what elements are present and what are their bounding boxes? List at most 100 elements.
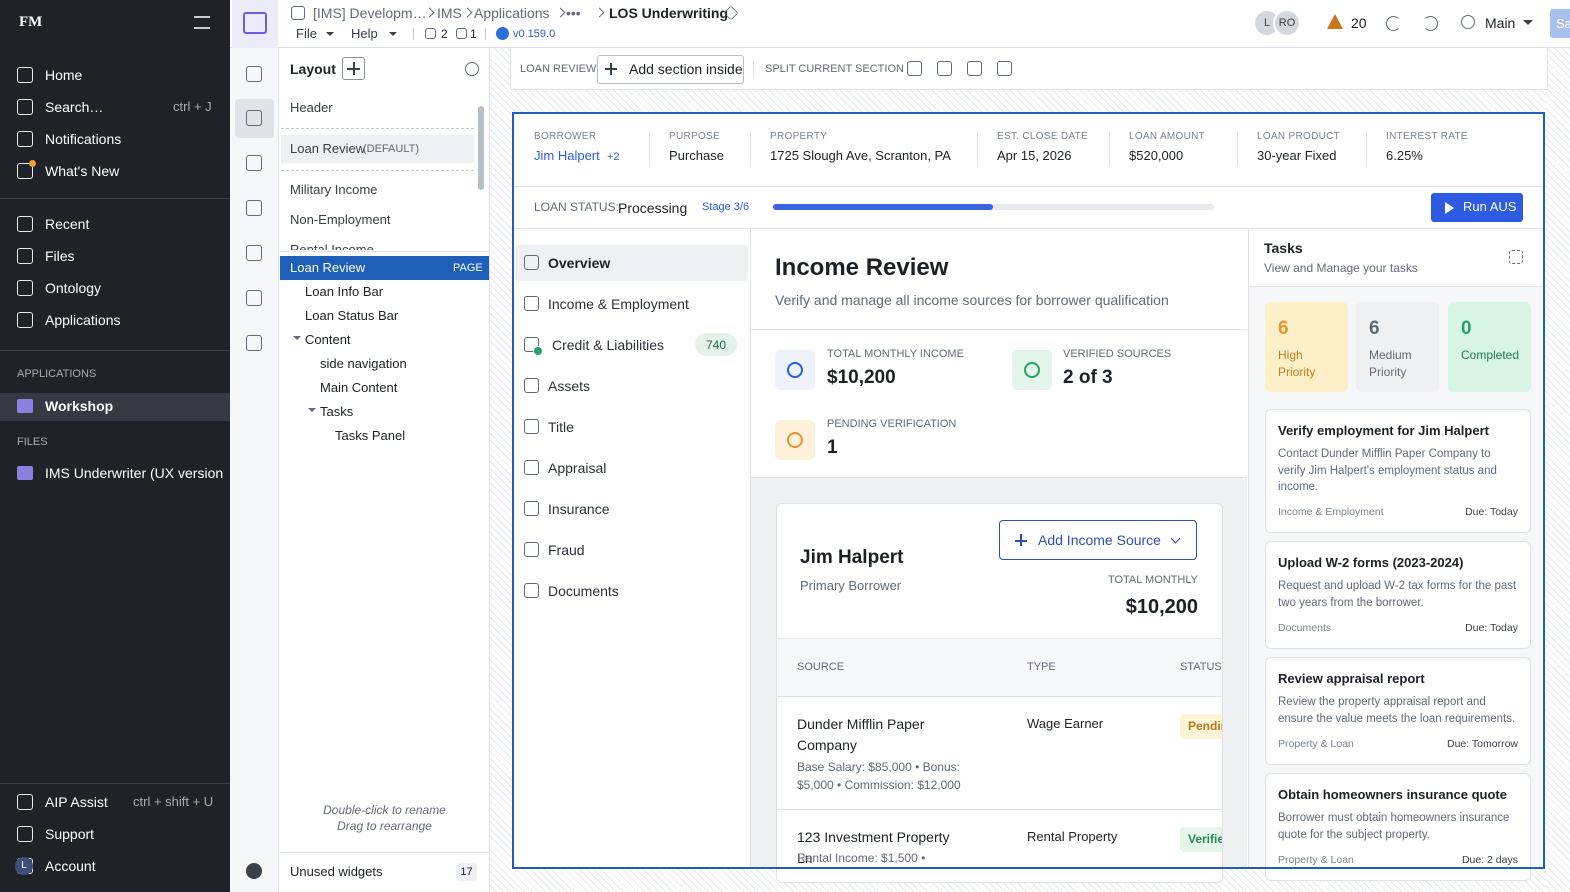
tree-item[interactable]: Main Content (320, 380, 398, 395)
icon (524, 337, 539, 352)
page-subtitle: Verify and manage all income sources for… (775, 292, 1169, 308)
icon (456, 28, 467, 39)
task-title: Obtain homeowners insurance quote (1278, 787, 1507, 802)
nav-item[interactable]: IMS Underwriter (UX version (45, 465, 224, 481)
nav-item[interactable]: What's New (45, 163, 120, 179)
toolbar-button[interactable] (597, 55, 744, 84)
add-button[interactable] (342, 57, 365, 80)
icon (1386, 16, 1401, 31)
breadcrumb[interactable]: Applications (474, 5, 550, 21)
side-nav-item[interactable]: Fraud (548, 542, 585, 558)
tree-item[interactable]: Loan Info Bar (305, 284, 384, 299)
icon (1423, 16, 1438, 31)
side-nav-item[interactable]: Income & Employment (548, 296, 689, 312)
caret (326, 32, 334, 40)
stat-label: TOTAL MONTHLY INCOME (827, 348, 964, 360)
branch[interactable]: Main (1485, 15, 1516, 31)
info-label: LOAN PRODUCT (1257, 131, 1341, 142)
page-row (280, 256, 489, 280)
icon (524, 542, 539, 557)
layout-section[interactable]: Header (290, 100, 333, 115)
task-category: Documents (1278, 622, 1332, 634)
tree-item[interactable]: side navigation (320, 356, 407, 371)
icon (291, 6, 305, 20)
menu[interactable]: File (296, 26, 317, 41)
tree-item[interactable]: Loan Review (290, 260, 366, 275)
side-nav-item[interactable]: Documents (548, 583, 619, 599)
count-card[interactable] (1448, 302, 1531, 392)
count-card[interactable] (1356, 302, 1439, 392)
unused-widgets[interactable]: Unused widgets (290, 864, 383, 879)
menu[interactable]: Help (351, 26, 378, 41)
tree-item[interactable]: Tasks (320, 404, 354, 419)
column-header: SOURCE (797, 661, 845, 673)
side-nav-item[interactable]: Assets (548, 378, 591, 394)
nav-item[interactable]: AIP Assist (45, 794, 108, 810)
count-card[interactable] (1265, 302, 1348, 392)
icon (17, 99, 33, 115)
collapse-icon[interactable] (194, 16, 210, 29)
icon (1461, 15, 1475, 29)
task-description: Contact Dunder Mifflin Paper Company to … (1278, 448, 1497, 493)
tree-item[interactable]: Tasks Panel (335, 428, 406, 443)
check (496, 27, 509, 40)
tree-caret (308, 408, 316, 416)
nav-item[interactable]: Search… (45, 99, 104, 115)
divider (280, 852, 489, 853)
nav-item[interactable]: Workshop (45, 398, 114, 414)
tree-item[interactable]: Loan Status Bar (305, 308, 399, 323)
sep (413, 28, 414, 40)
add-income-button[interactable] (999, 520, 1197, 560)
nav-item[interactable]: Support (45, 826, 95, 842)
side-nav-item[interactable]: Appraisal (548, 460, 607, 476)
divider (751, 329, 1247, 330)
task-description: Review the property appraisal report and… (1278, 696, 1516, 725)
tree-item[interactable]: Content (305, 332, 351, 347)
task-card[interactable] (1265, 409, 1531, 533)
type: Rental Property (1027, 829, 1118, 844)
nav-item[interactable]: Recent (45, 216, 90, 232)
info-label: INTEREST RATE (1386, 131, 1468, 142)
dashed-sep (281, 128, 474, 129)
task-card[interactable] (1265, 541, 1531, 649)
side-nav-item[interactable]: Credit & Liabilities (552, 337, 665, 353)
layout-section[interactable]: Rental Income (290, 242, 374, 257)
nav-item[interactable]: Applications (45, 312, 121, 328)
topbar (230, 0, 1570, 48)
version: v0.159.0 (513, 28, 556, 40)
borrower-name: Jim Halpert (800, 547, 904, 568)
stat: 2 (441, 27, 448, 41)
task-card[interactable] (1265, 657, 1531, 765)
icon (17, 216, 33, 232)
nav-item[interactable]: Files (45, 248, 75, 264)
breadcrumb[interactable]: [IMS] Developm… (313, 5, 427, 21)
count-label: Medium Priority (1369, 348, 1412, 379)
nav-badge (695, 333, 737, 356)
info-value[interactable]: Jim Halpert (534, 148, 600, 163)
nav-item[interactable]: Home (45, 67, 83, 83)
nav-item[interactable]: Notifications (45, 131, 122, 147)
task-card[interactable] (1265, 773, 1531, 881)
side-nav-item[interactable]: Insurance (548, 501, 610, 517)
side-nav-item[interactable]: Overview (548, 255, 611, 271)
info-value: Purchase (669, 148, 724, 163)
canvas-frame-edge (512, 112, 1545, 869)
nav-item[interactable]: Account (45, 858, 96, 874)
layout-section[interactable]: Military Income (290, 182, 378, 197)
section-list (280, 90, 489, 252)
layout-section[interactable]: Non-Employment (290, 212, 391, 227)
count-label: Completed (1461, 348, 1520, 362)
breadcrumb[interactable]: ••• (566, 5, 581, 21)
breadcrumb[interactable]: LOS Underwriting (609, 5, 728, 21)
divider (0, 350, 230, 351)
avatar (15, 857, 33, 875)
side-nav (514, 229, 751, 868)
icon (246, 245, 262, 261)
save-button[interactable] (1550, 9, 1570, 38)
layout-section[interactable]: Loan Review (290, 141, 366, 156)
app-icon (17, 399, 33, 413)
icon (246, 290, 262, 306)
side-nav-item[interactable]: Title (548, 419, 574, 435)
nav-item[interactable]: Ontology (45, 280, 102, 296)
breadcrumb[interactable]: IMS (437, 5, 462, 21)
